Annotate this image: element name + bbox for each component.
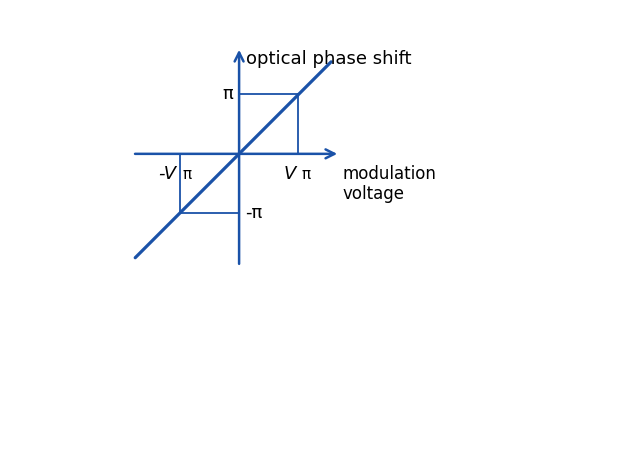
Text: modulation
voltage: modulation voltage [343,165,437,203]
Text: π: π [183,167,192,182]
Text: π: π [301,167,311,182]
Text: V: V [283,165,296,183]
Text: π: π [223,86,233,104]
Text: -π: -π [245,204,262,222]
Text: -V: -V [159,165,177,183]
Text: optical phase shift: optical phase shift [246,50,412,68]
